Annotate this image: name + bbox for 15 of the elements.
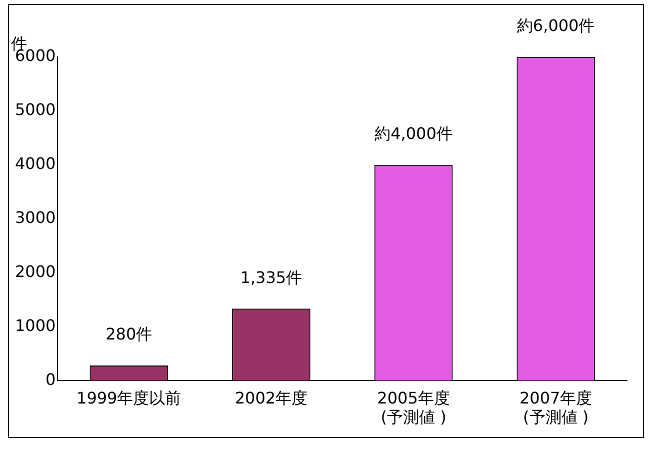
x-tick-label: 2005年度 (予測値 ) — [377, 388, 450, 427]
y-tick-label: 3000 — [15, 208, 56, 227]
data-label: 約6,000件 — [516, 16, 595, 36]
y-tick-label: 1000 — [15, 316, 56, 335]
y-tick-label: 6000 — [15, 46, 56, 66]
data-label: 約4,000件 — [374, 124, 452, 144]
y-tick-label: 5000 — [15, 100, 56, 120]
y-tick-label: 0 — [46, 370, 56, 389]
x-tick-label: 2007年度 (予測値 ) — [519, 388, 592, 427]
x-tick-label: 1999年度以前 — [76, 388, 182, 408]
x-tick-label: 2002年度 — [234, 388, 308, 408]
y-tick-label: 2000 — [15, 262, 56, 281]
y-tick-label: 4000 — [15, 154, 56, 174]
data-label: 1,335件 — [240, 268, 302, 287]
data-label: 280件 — [106, 324, 152, 344]
